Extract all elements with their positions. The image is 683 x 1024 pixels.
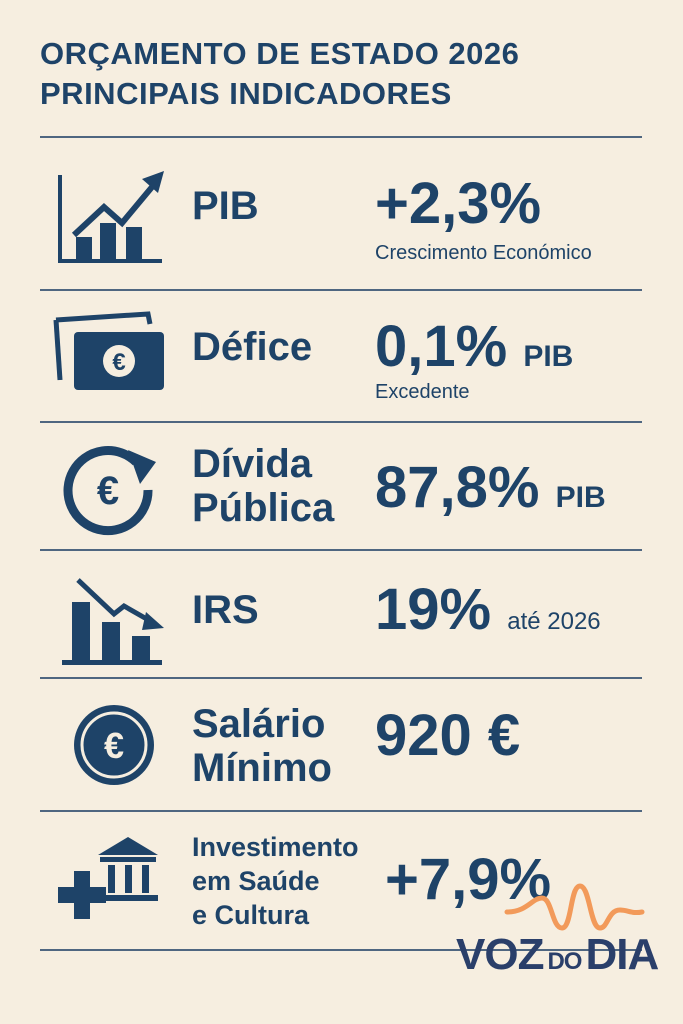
divider xyxy=(40,810,642,812)
indicator-label-line-1: Investimento xyxy=(192,832,359,862)
logo-word-do: DO xyxy=(547,948,582,975)
divider xyxy=(40,289,642,291)
title-line-2: PRINCIPAIS INDICADORES xyxy=(40,76,452,111)
indicator-unit: PIB xyxy=(523,340,574,373)
indicator-label-line-2: Mínimo xyxy=(192,746,332,790)
logo-word-dia: DIA xyxy=(585,930,659,979)
indicator-label: Défice xyxy=(192,325,313,369)
growth-chart-icon xyxy=(58,171,164,263)
indicator-value: 19% xyxy=(375,577,492,642)
divider xyxy=(40,549,642,551)
indicator-value: +7,9% xyxy=(385,847,552,912)
logo-word-voz: VOZ xyxy=(456,930,544,979)
indicator-subtext: Excedente xyxy=(375,381,470,403)
declining-chart-icon xyxy=(62,578,164,665)
indicator-label-line-1: Dívida xyxy=(192,442,313,486)
divider xyxy=(40,136,642,138)
svg-text:€: € xyxy=(104,725,124,766)
indicator-label-line-3: e Cultura xyxy=(192,900,310,930)
sound-wave-logo-icon xyxy=(504,883,645,931)
page-title: ORÇAMENTO DE ESTADO 2026 PRINCIPAIS INDI… xyxy=(40,34,519,114)
indicator-unit: até 2026 xyxy=(507,608,601,635)
svg-text:€: € xyxy=(112,349,125,376)
indicator-label-line-2: Pública xyxy=(192,486,335,530)
indicator-unit: PIB xyxy=(555,481,606,514)
indicator-value: +2,3% xyxy=(375,171,542,236)
indicator-label: PIB xyxy=(192,184,259,228)
euro-coin-icon: € xyxy=(74,705,154,785)
indicator-label: IRS xyxy=(192,588,259,632)
divider xyxy=(40,421,642,423)
indicator-value: 87,8% xyxy=(375,455,540,520)
svg-text:€: € xyxy=(97,469,119,513)
indicator-value: 920 € xyxy=(375,703,521,768)
indicator-label-line-2: em Saúde xyxy=(192,866,320,896)
title-line-1: ORÇAMENTO DE ESTADO 2026 xyxy=(40,36,520,71)
indicator-value: 0,1% xyxy=(375,314,508,379)
voz-do-dia-logo: VOZ DODIA xyxy=(456,930,659,980)
indicator-label-line-1: Salário xyxy=(192,702,326,746)
divider xyxy=(40,949,642,951)
euro-cycle-icon: € xyxy=(63,446,156,536)
health-culture-icon xyxy=(58,837,158,919)
euro-banknote-icon: € xyxy=(53,311,164,390)
indicator-subtext: Crescimento Económico xyxy=(375,242,592,264)
divider xyxy=(40,677,642,679)
